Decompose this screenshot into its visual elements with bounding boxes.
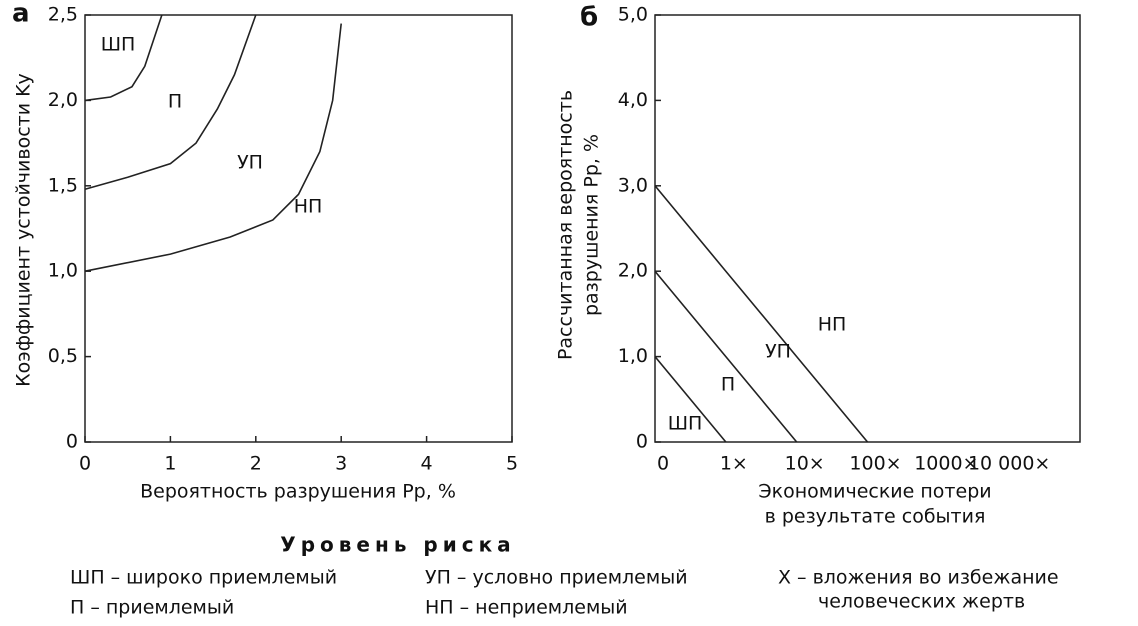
- x-axis-label: в результате события: [765, 506, 986, 528]
- y-tick-label: 0: [636, 431, 648, 453]
- plot-frame: [84, 14, 513, 443]
- legend-item: человеческих жертв: [818, 591, 1025, 613]
- region-label: ШП: [668, 413, 703, 435]
- x-tick-label: 5: [506, 453, 518, 475]
- panel-label: а: [12, 0, 30, 29]
- y-tick-label: 2,0: [48, 89, 78, 111]
- legend-item: П – приемлемый: [70, 597, 234, 619]
- x-tick-label: 0: [657, 453, 669, 475]
- y-tick-label: 0,5: [48, 345, 78, 367]
- x-tick-label: 1000×: [914, 453, 978, 475]
- y-axis-label: Рассчитанная вероятность: [555, 90, 577, 360]
- x-tick-label: 2: [250, 453, 262, 475]
- region-label: П: [168, 91, 182, 113]
- x-tick-label: 0: [79, 453, 91, 475]
- curve: [654, 270, 798, 443]
- curve: [84, 14, 163, 102]
- y-tick-label: 4,0: [618, 89, 648, 111]
- x-tick-label: 10×: [785, 453, 825, 475]
- y-axis-label: Коэффициент устойчивости Kу: [13, 73, 35, 387]
- x-tick-label: 100×: [849, 453, 901, 475]
- legend-item: Х – вложения во избежание: [778, 567, 1059, 589]
- x-axis-label: Экономические потери: [758, 481, 991, 503]
- legend-item: ШП – широко приемлемый: [70, 567, 337, 589]
- x-tick-label: 4: [421, 453, 433, 475]
- y-tick-label: 2,0: [618, 260, 648, 282]
- y-tick-label: 1,0: [618, 345, 648, 367]
- y-tick-label: 1,0: [48, 260, 78, 282]
- x-tick-label: 1: [164, 453, 176, 475]
- legend-item: УП – условно приемлемый: [425, 567, 688, 589]
- y-axis-label: разрушения Pр, %: [581, 134, 603, 316]
- x-tick-label: 1×: [720, 453, 748, 475]
- region-label: НП: [818, 314, 847, 336]
- legend-title: Уровень риска: [280, 533, 515, 557]
- plot-frame: [654, 14, 1081, 443]
- region-label: УП: [237, 152, 263, 174]
- curve: [84, 23, 342, 272]
- x-tick-label: 10 000×: [968, 453, 1050, 475]
- panel-label: б: [580, 3, 598, 33]
- y-tick-label: 1,5: [48, 174, 78, 196]
- y-tick-label: 2,5: [48, 4, 78, 26]
- y-tick-label: 3,0: [618, 174, 648, 196]
- region-label: ШП: [101, 34, 136, 56]
- curve: [84, 14, 257, 190]
- curve: [654, 356, 727, 443]
- x-axis-label: Вероятность разрушения Pр, %: [140, 481, 456, 503]
- region-label: НП: [294, 196, 323, 218]
- y-tick-label: 0: [66, 431, 78, 453]
- x-tick-label: 3: [335, 453, 347, 475]
- region-label: П: [721, 374, 735, 396]
- region-label: УП: [765, 341, 791, 363]
- legend-item: НП – неприемлемый: [425, 597, 628, 619]
- curve: [654, 185, 869, 443]
- y-tick-label: 5,0: [618, 4, 648, 26]
